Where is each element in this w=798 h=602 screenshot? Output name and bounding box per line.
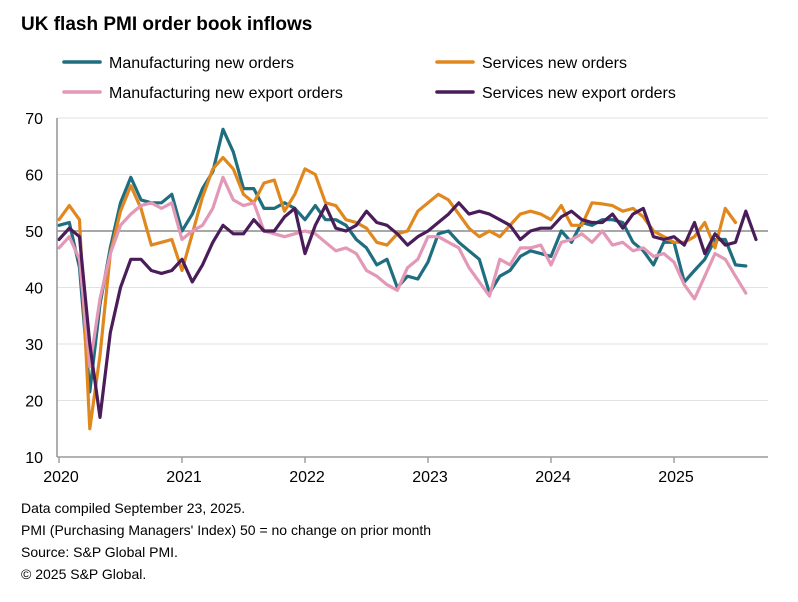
footnote-source: Source: S&P Global PMI. bbox=[21, 544, 178, 560]
x-tick-label: 2021 bbox=[166, 469, 202, 486]
footnote-pmi-definition: PMI (Purchasing Managers' Index) 50 = no… bbox=[21, 522, 432, 538]
legend-label: Manufacturing new orders bbox=[109, 55, 294, 72]
series-line-2 bbox=[57, 156, 738, 431]
y-tick-label: 70 bbox=[25, 111, 43, 128]
y-tick-label: 20 bbox=[25, 394, 43, 411]
series-group bbox=[57, 127, 758, 431]
x-tick-label: 2020 bbox=[43, 469, 79, 486]
x-tick-label: 2024 bbox=[535, 469, 571, 486]
grid bbox=[57, 117, 768, 401]
y-tick-label: 60 bbox=[25, 168, 43, 185]
x-tick-label: 2023 bbox=[412, 469, 448, 486]
x-tick-label: 2025 bbox=[658, 469, 694, 486]
y-axis-ticks: 10 20 30 40 50 60 70 bbox=[25, 111, 43, 467]
footnote-copyright: © 2025 S&P Global. bbox=[21, 566, 147, 582]
y-tick-label: 10 bbox=[25, 450, 43, 467]
legend: Manufacturing new orders Services new ord… bbox=[62, 55, 676, 102]
axes bbox=[56, 118, 768, 463]
series-line-3 bbox=[57, 175, 748, 369]
legend-label: Manufacturing new export orders bbox=[109, 85, 343, 102]
y-tick-label: 40 bbox=[25, 281, 43, 298]
series-line-4 bbox=[57, 201, 758, 419]
chart-title: UK flash PMI order book inflows bbox=[21, 14, 313, 35]
y-tick-label: 50 bbox=[25, 224, 43, 241]
footnote-date: Data compiled September 23, 2025. bbox=[21, 500, 246, 516]
x-tick-label: 2022 bbox=[289, 469, 325, 486]
series-line-1 bbox=[57, 127, 748, 394]
footnotes: Data compiled September 23, 2025. PMI (P… bbox=[21, 497, 431, 585]
x-axis-ticks: 2020 2021 2022 2023 2024 2025 bbox=[43, 469, 694, 486]
legend-label: Services new export orders bbox=[482, 85, 676, 102]
y-tick-label: 30 bbox=[25, 337, 43, 354]
legend-label: Services new orders bbox=[482, 55, 627, 72]
